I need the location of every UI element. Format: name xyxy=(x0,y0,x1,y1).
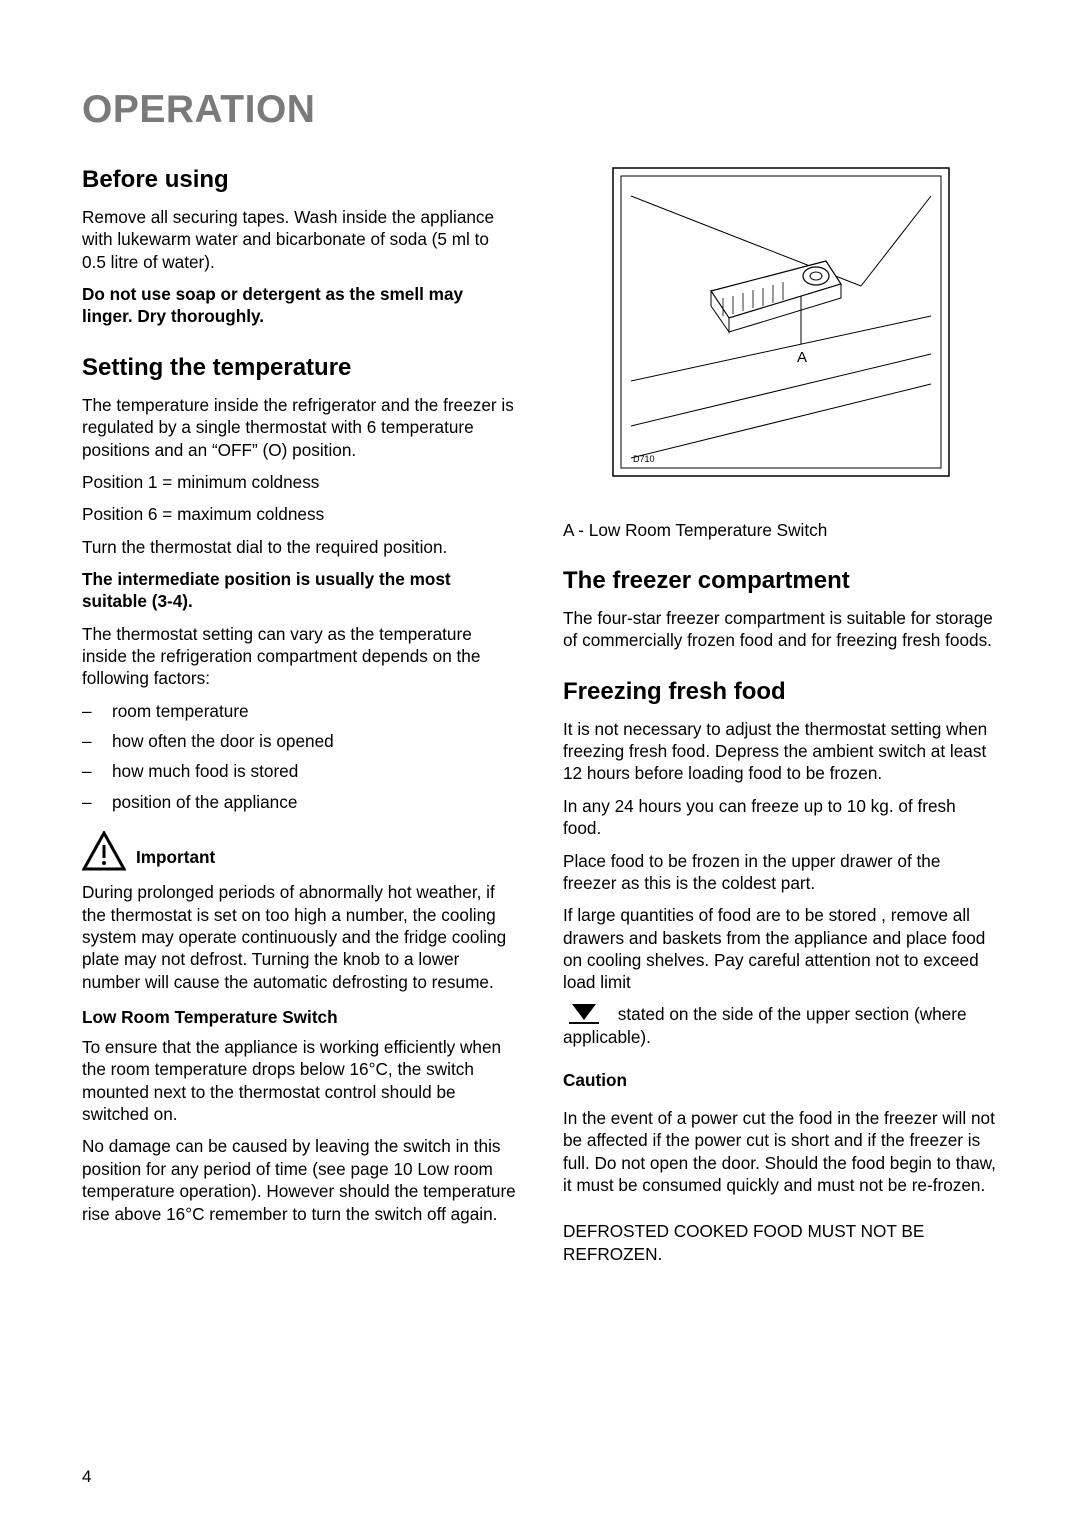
list-item: position of the appliance xyxy=(82,791,517,813)
fresh-p3: Place food to be frozen in the upper dra… xyxy=(563,850,998,895)
figure-caption: A - Low Room Temperature Switch xyxy=(563,520,998,541)
list-item: how often the door is opened xyxy=(82,730,517,752)
caution-paragraph: In the event of a power cut the food in … xyxy=(563,1107,998,1196)
settemp-p2: Position 1 = minimum coldness xyxy=(82,471,517,493)
settemp-p5: The intermediate position is usually the… xyxy=(82,568,517,613)
thermostat-diagram: A D710 xyxy=(611,166,951,478)
settemp-p1: The temperature inside the refrigerator … xyxy=(82,394,517,461)
list-item: how much food is stored xyxy=(82,760,517,782)
factors-list: room temperature how often the door is o… xyxy=(82,700,517,813)
list-item: room temperature xyxy=(82,700,517,722)
heading-freezer-compartment: The freezer compartment xyxy=(563,567,998,595)
important-paragraph: During prolonged periods of abnormally h… xyxy=(82,881,517,993)
caution-heading: Caution xyxy=(563,1070,998,1091)
heading-freezing-fresh: Freezing fresh food xyxy=(563,678,998,706)
important-label: Important xyxy=(136,847,215,871)
page-number: 4 xyxy=(82,1467,91,1487)
settemp-p4: Turn the thermostat dial to the required… xyxy=(82,536,517,558)
low-room-heading: Low Room Temperature Switch xyxy=(82,1007,517,1028)
diagram-label-a: A xyxy=(797,349,807,366)
heading-before-using: Before using xyxy=(82,166,517,194)
low-room-p2: No damage can be caused by leaving the s… xyxy=(82,1135,517,1224)
low-room-p1: To ensure that the appliance is working … xyxy=(82,1036,517,1125)
fresh-p2: In any 24 hours you can freeze up to 10 … xyxy=(563,795,998,840)
fresh-p5: stated on the side of the upper section … xyxy=(563,1000,998,1048)
left-column: Before using Remove all securing tapes. … xyxy=(82,166,517,1275)
settemp-p3: Position 6 = maximum coldness xyxy=(82,503,517,525)
fresh-p4: If large quantities of food are to be st… xyxy=(563,904,998,993)
heading-setting-temp: Setting the temperature xyxy=(82,354,517,382)
fresh-p5-text: stated on the side of the upper section … xyxy=(563,1004,967,1047)
diagram-ref: D710 xyxy=(633,454,655,464)
content-columns: Before using Remove all securing tapes. … xyxy=(82,166,998,1275)
settemp-p6: The thermostat setting can vary as the t… xyxy=(82,623,517,690)
right-column: A D710 A - Low Room Temperature Switch T… xyxy=(563,166,998,1275)
page-title: OPERATION xyxy=(82,88,998,132)
final-warning: DEFROSTED COOKED FOOD MUST NOT BE REFROZ… xyxy=(563,1220,998,1265)
fresh-p1: It is not necessary to adjust the thermo… xyxy=(563,718,998,785)
load-limit-triangle-icon xyxy=(563,1000,605,1026)
important-heading-row: Important xyxy=(82,831,517,871)
before-using-p2: Do not use soap or detergent as the smel… xyxy=(82,283,517,328)
before-using-p1: Remove all securing tapes. Wash inside t… xyxy=(82,206,517,273)
freezer-comp-p1: The four-star freezer compartment is sui… xyxy=(563,607,998,652)
warning-triangle-icon xyxy=(82,831,126,871)
